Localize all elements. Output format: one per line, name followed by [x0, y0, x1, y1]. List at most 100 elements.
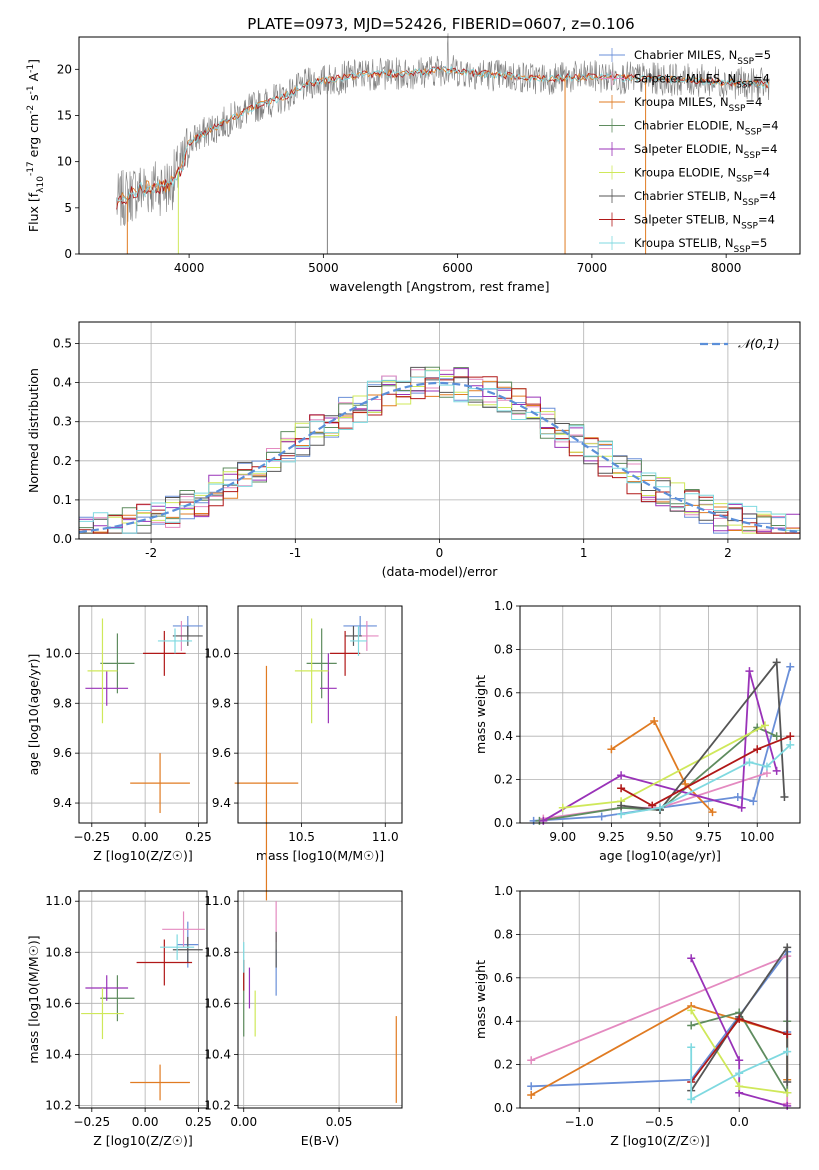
legend-label: Kroupa STELIB, NSSP=5 — [634, 236, 767, 255]
x-tick-label: 9.50 — [647, 830, 674, 844]
x-tick-label: 8000 — [711, 261, 742, 275]
series-kroupa_miles — [607, 717, 717, 817]
spectrum-legend: Chabrier MILES, NSSP=5 Salpeter MILES, NS… — [599, 48, 779, 255]
axes-weight-Z: −1.0 −0.5 0.0 0.0 0.2 0.4 0.6 0.8 1.0 Z [log10(Z/… — [473, 884, 801, 1148]
x-tick-label: 0.00 — [132, 830, 159, 844]
errorbars-age-mass — [234, 615, 379, 901]
series-line — [620, 659, 786, 811]
axes-age-mass: 10.5 11.0 9.4 9.6 9.8 10.0 mass [log10(M/M☉)] — [204, 605, 403, 901]
series-line — [690, 1047, 788, 1101]
series-marker — [527, 1056, 536, 1065]
y-tick-label: 9.4 — [212, 796, 231, 810]
series-marker — [681, 779, 690, 788]
series-marker — [780, 792, 789, 801]
normal-curve — [78, 381, 798, 534]
series-marker — [597, 812, 606, 821]
y-tick-label: 10.6 — [204, 996, 231, 1010]
series-marker — [735, 1082, 744, 1091]
errorbar-chabrier_elodie — [100, 633, 135, 694]
y-tick-label: 0.0 — [494, 816, 513, 830]
legend-label: Chabrier MILES, NSSP=5 — [634, 48, 771, 67]
y-tick-label: 0.0 — [53, 532, 72, 546]
series-weight-age — [529, 658, 795, 825]
y-tick-label: 9.6 — [53, 746, 72, 760]
y-tick-label: 10.8 — [204, 945, 231, 959]
axes-frame — [519, 890, 801, 1109]
series-marker — [687, 954, 696, 963]
y-tick-label: 10 — [57, 155, 72, 169]
x-tick-label: −0.25 — [73, 830, 110, 844]
series-marker — [783, 1088, 792, 1097]
legend-label: Salpeter STELIB, NSSP=4 — [634, 213, 775, 232]
x-tick-label: 0.00 — [230, 1115, 257, 1129]
axes-frame — [78, 890, 208, 1109]
errorbar-kroupa_stelib — [157, 628, 193, 654]
axes-frame — [78, 36, 801, 255]
series-salpeter_elodie — [539, 667, 781, 825]
spectrum-observed — [116, 33, 770, 226]
x-tick-label: 0 — [436, 546, 444, 560]
series-marker — [786, 662, 795, 671]
errorbar-chabrier_stelib — [172, 936, 203, 963]
y-axis-label: mass [log10(M/M☉)] — [26, 935, 41, 1063]
x-tick-label: -1 — [289, 546, 301, 560]
axes-frame — [237, 605, 403, 824]
errorbars-mass-EBV — [243, 901, 397, 1103]
x-axis-label: (data-model)/error — [382, 564, 499, 579]
y-tick-label: 0.4 — [494, 729, 513, 743]
y-axis-label: Flux [fλ10-17 erg cm-2 s-1 A-1] — [26, 59, 46, 232]
y-tick-label: 0 — [64, 247, 72, 261]
histograms — [78, 366, 800, 539]
x-tick-label: 9.25 — [598, 830, 625, 844]
axes-residuals: -2 -1 0 1 2 0.0 0.1 0.2 0.3 0.4 0.5 (data-model)/er… — [26, 321, 801, 579]
series-marker — [733, 792, 742, 801]
series-marker — [617, 771, 626, 780]
y-tick-label: 5 — [64, 201, 72, 215]
x-tick-label: -2 — [145, 546, 157, 560]
x-tick-label: 0.00 — [132, 1115, 159, 1129]
series-marker — [745, 758, 754, 767]
x-tick-label: 4000 — [174, 261, 205, 275]
series-marker — [783, 1077, 792, 1086]
series-marker — [749, 797, 758, 806]
y-tick-label: 1.0 — [494, 599, 513, 613]
errorbar-kroupa_elodie — [87, 618, 118, 724]
series-marker — [762, 762, 771, 771]
y-tick-label: 0.1 — [53, 493, 72, 507]
series-marker — [772, 766, 781, 775]
x-tick-label: 0.25 — [185, 1115, 212, 1129]
series-weight-Z — [527, 943, 792, 1110]
series-marker — [761, 721, 769, 730]
axes-frame — [78, 321, 801, 540]
y-tick-label: 1.0 — [494, 884, 513, 898]
x-tick-label: 1 — [580, 546, 588, 560]
errorbar-kroupa_elodie — [294, 618, 329, 724]
x-axis-label: Z [log10(Z/Z☉)] — [93, 848, 193, 863]
legend-label: Kroupa MILES, NSSP=4 — [634, 95, 762, 114]
legend-label: Salpeter ELODIE, NSSP=4 — [634, 142, 777, 161]
y-tick-label: 9.6 — [212, 746, 231, 760]
series-marker — [617, 801, 626, 810]
axes-frame — [237, 890, 403, 1109]
x-tick-label: 0.0 — [730, 1115, 749, 1129]
axes-mass-Z: −0.25 0.00 0.25 10.2 10.4 10.6 10.8 11.0 Z [log1… — [26, 890, 212, 1148]
series-marker — [735, 1015, 744, 1024]
y-tick-label: 0.5 — [53, 337, 72, 351]
errorbar-chabrier_stelib — [172, 625, 203, 646]
series-marker — [650, 717, 659, 726]
x-tick-label: 5000 — [308, 261, 339, 275]
x-axis-label: Z [log10(Z/Z☉)] — [610, 1133, 710, 1148]
y-tick-label: 0.2 — [494, 773, 513, 787]
series-marker — [753, 745, 762, 754]
errorbar-kroupa_elodie — [81, 988, 124, 1040]
errorbar-salpeter_elodie — [85, 670, 129, 706]
axes-age-Z: −0.25 0.00 0.25 9.4 9.6 9.8 10.0 Z [log10(Z/Z☉)… — [26, 605, 212, 863]
series-line — [610, 719, 714, 813]
series-marker — [687, 1006, 696, 1015]
series-marker — [617, 784, 626, 793]
series-marker — [786, 732, 795, 741]
legend-label: Chabrier STELIB, NSSP=4 — [634, 189, 776, 208]
series-kroupa_stelib — [687, 1043, 792, 1104]
errorbar-salpeter_stelib — [143, 630, 186, 676]
